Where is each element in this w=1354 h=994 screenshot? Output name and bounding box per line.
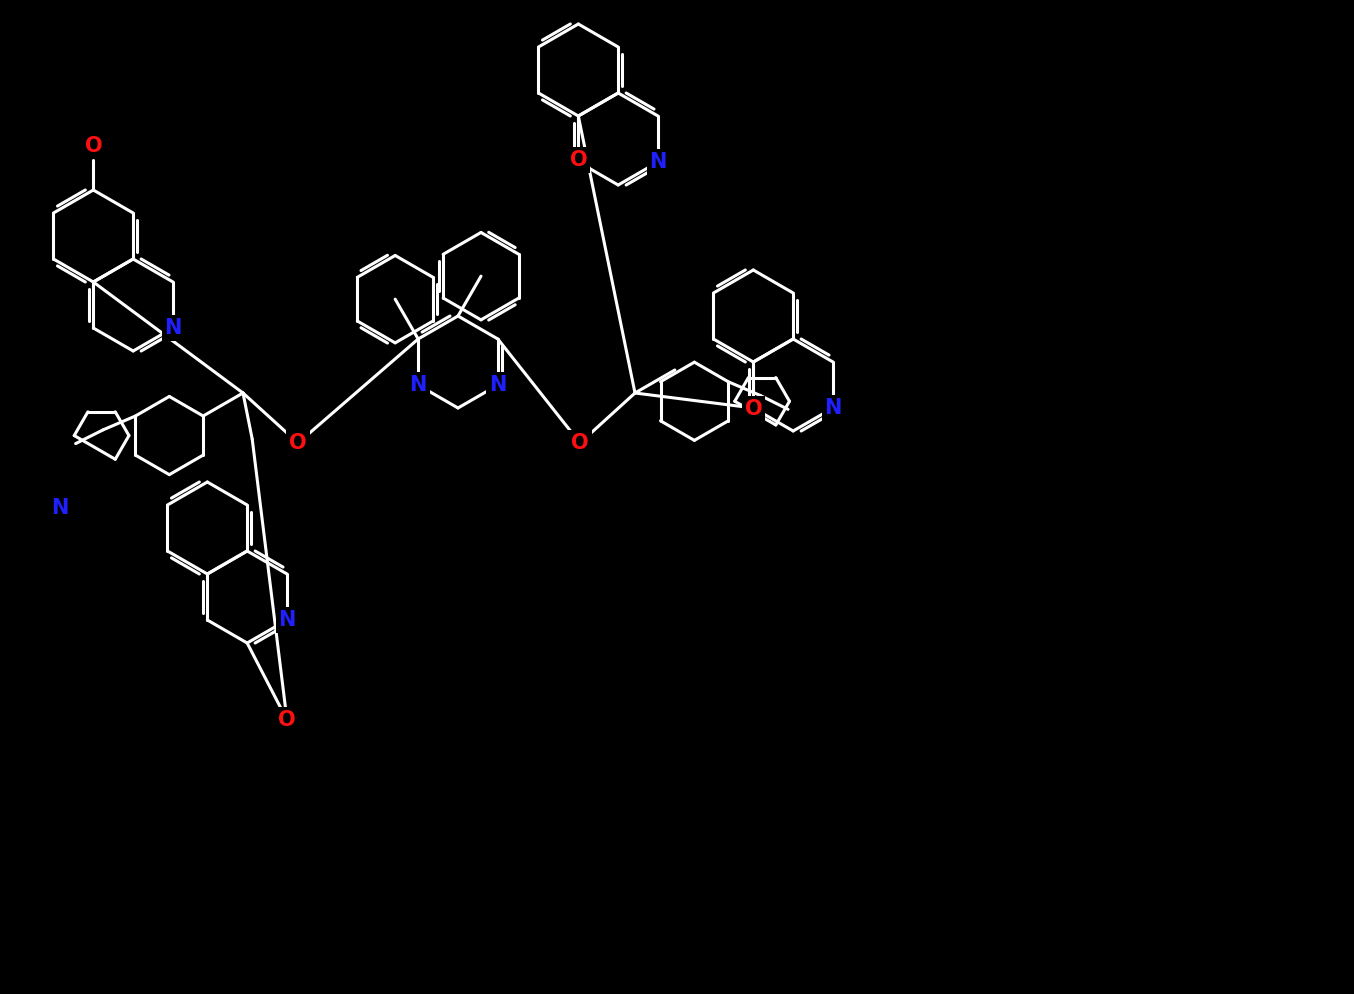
Text: O: O (290, 433, 307, 453)
Text: N: N (825, 398, 842, 418)
Text: O: O (745, 399, 762, 419)
Text: N: N (51, 498, 69, 518)
Text: N: N (489, 375, 506, 395)
Text: N: N (825, 398, 842, 418)
Text: O: O (278, 710, 295, 730)
Text: O: O (571, 433, 589, 453)
Text: N: N (164, 318, 181, 338)
Text: N: N (650, 152, 666, 172)
Text: N: N (409, 375, 427, 395)
Text: O: O (84, 136, 102, 156)
Text: O: O (570, 150, 588, 170)
Text: N: N (279, 610, 295, 630)
